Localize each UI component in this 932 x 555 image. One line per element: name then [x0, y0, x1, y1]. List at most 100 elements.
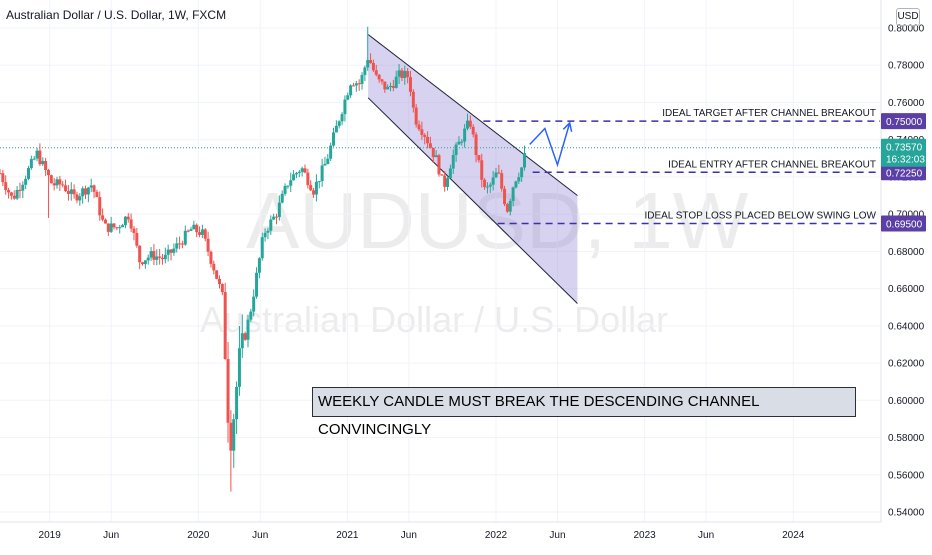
current-price-tag[interactable]	[881, 138, 926, 167]
candle-body[interactable]	[394, 76, 398, 88]
candle-body[interactable]	[500, 173, 504, 189]
candle-body[interactable]	[297, 171, 301, 174]
candle-body[interactable]	[406, 71, 410, 78]
candle-body[interactable]	[320, 165, 324, 182]
price-axis[interactable]: 0.800000.780000.760000.740000.720000.700…	[880, 0, 932, 550]
candle-body[interactable]	[240, 333, 244, 349]
candle-body[interactable]	[41, 160, 45, 165]
candle-body[interactable]	[340, 114, 344, 122]
candle-body[interactable]	[44, 160, 48, 170]
candle-body[interactable]	[346, 95, 350, 100]
candle-body[interactable]	[403, 71, 407, 78]
candle-body[interactable]	[514, 181, 518, 188]
candle-body[interactable]	[494, 172, 498, 178]
candle-body[interactable]	[49, 175, 53, 184]
candle-body[interactable]	[169, 249, 173, 253]
candle-body[interactable]	[329, 145, 333, 159]
candle-body[interactable]	[0, 173, 2, 175]
candle-body[interactable]	[503, 188, 507, 205]
candle-body[interactable]	[237, 348, 241, 387]
candle-body[interactable]	[360, 74, 364, 84]
level-price-tag[interactable]	[881, 215, 926, 232]
candle-body[interactable]	[149, 251, 153, 258]
projection-arrowhead[interactable]	[562, 121, 573, 132]
candle-body[interactable]	[98, 197, 102, 216]
candle-body[interactable]	[505, 204, 509, 212]
candle-body[interactable]	[428, 143, 432, 148]
candle-body[interactable]	[269, 219, 273, 231]
candle-body[interactable]	[465, 120, 469, 129]
candle-body[interactable]	[146, 257, 150, 261]
candle-body[interactable]	[272, 216, 276, 220]
candle-body[interactable]	[192, 224, 196, 230]
candle-body[interactable]	[488, 184, 492, 187]
candle-body[interactable]	[121, 225, 125, 228]
candle-body[interactable]	[141, 262, 145, 265]
candle-body[interactable]	[12, 195, 16, 199]
candle-body[interactable]	[383, 81, 387, 90]
time-axis[interactable]: 2019 Jun 2020 Jun 2021 Jun 2022 Jun 2023 Jun 2024	[0, 521, 881, 541]
candle-body[interactable]	[309, 185, 313, 191]
level-price-tag[interactable]	[881, 113, 926, 130]
candle-body[interactable]	[369, 60, 373, 63]
candle-body[interactable]	[317, 181, 321, 183]
candle-body[interactable]	[166, 249, 170, 255]
candle-body[interactable]	[9, 192, 13, 196]
projection-arrow[interactable]	[529, 121, 573, 168]
candle-body[interactable]	[414, 107, 418, 125]
candle-body[interactable]	[223, 292, 227, 360]
candle-body[interactable]	[443, 175, 447, 187]
candle-body[interactable]	[255, 272, 259, 297]
candle-body[interactable]	[217, 278, 221, 285]
candle-body[interactable]	[158, 256, 162, 258]
candle-body[interactable]	[314, 181, 318, 195]
candle-body[interactable]	[69, 189, 73, 194]
candle-body[interactable]	[420, 129, 424, 135]
candle-body[interactable]	[275, 216, 279, 218]
candle-body[interactable]	[29, 159, 33, 169]
candle-body[interactable]	[294, 173, 298, 175]
channel-lower-line[interactable]	[367, 97, 578, 304]
candle-body[interactable]	[235, 386, 239, 420]
candle-body[interactable]	[95, 191, 99, 198]
candle-body[interactable]	[349, 85, 353, 96]
candle-body[interactable]	[312, 190, 316, 195]
candle-body[interactable]	[180, 243, 184, 245]
candle-body[interactable]	[468, 120, 472, 127]
candle-body[interactable]	[35, 150, 39, 159]
candle-body[interactable]	[66, 191, 70, 194]
candle-body[interactable]	[106, 223, 110, 232]
candle-body[interactable]	[374, 70, 378, 75]
candle-body[interactable]	[203, 229, 207, 239]
candle-body[interactable]	[471, 126, 475, 135]
candle-body[interactable]	[517, 177, 521, 182]
candles[interactable]	[0, 26, 526, 492]
candle-body[interactable]	[454, 144, 458, 155]
candle-body[interactable]	[408, 77, 412, 92]
candle-body[interactable]	[215, 270, 219, 279]
candle-body[interactable]	[132, 228, 136, 233]
candle-body[interactable]	[337, 121, 341, 126]
candle-body[interactable]	[89, 185, 93, 188]
candle-body[interactable]	[27, 168, 31, 179]
candle-body[interactable]	[135, 232, 139, 246]
candle-body[interactable]	[483, 179, 487, 188]
candle-body[interactable]	[200, 229, 204, 235]
candle-body[interactable]	[283, 186, 287, 194]
candle-body[interactable]	[371, 62, 375, 71]
candle-body[interactable]	[357, 83, 361, 85]
projection-path[interactable]	[529, 122, 571, 168]
candle-body[interactable]	[389, 85, 393, 87]
candle-body[interactable]	[380, 79, 384, 82]
candle-body[interactable]	[277, 202, 281, 218]
candle-body[interactable]	[32, 158, 36, 160]
candle-body[interactable]	[183, 230, 187, 245]
candle-body[interactable]	[103, 219, 107, 224]
candle-body[interactable]	[220, 284, 224, 293]
candle-body[interactable]	[4, 182, 8, 191]
candle-body[interactable]	[289, 180, 293, 186]
candle-body[interactable]	[511, 187, 515, 201]
candle-body[interactable]	[81, 188, 85, 197]
candle-body[interactable]	[354, 83, 358, 86]
